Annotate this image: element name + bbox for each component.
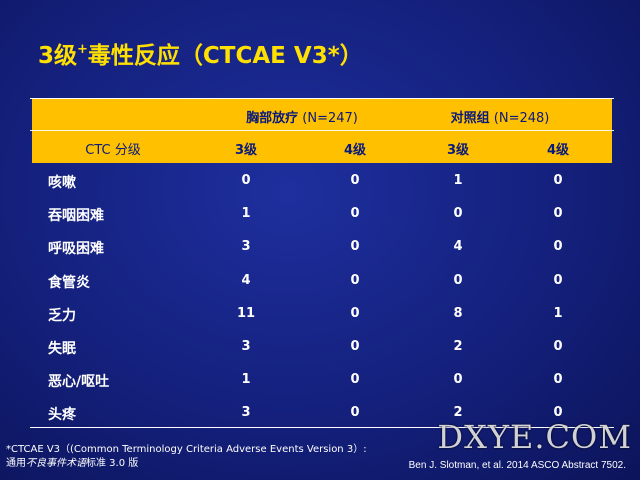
citation: Ben J. Slotman, et al. 2014 ASCO Abstrac… [408,460,626,471]
row-label: 恶心/呕吐 [48,374,110,390]
title-rest: 毒性反应（CTCAE V3*） [87,43,363,69]
row-label: 乏力 [48,308,76,324]
table-cell: 0 [350,372,360,387]
footnote-line-2: 通用不良事件术语标准 3.0 版 [6,458,139,469]
table-cell: 11 [236,306,256,321]
header-divider [30,130,614,131]
table-cell: 0 [350,306,360,321]
table-cell: 1 [553,306,563,321]
table-cell: 0 [453,372,463,387]
table-cell: 0 [350,206,360,221]
table-cell: 3 [241,239,251,254]
row-label: 吞咽困难 [48,208,104,224]
table-cell: 2 [453,339,463,354]
table-header-band [32,99,612,163]
footnote-line-1: *CTCAE V3（(Common Terminology Criteria A… [6,444,367,455]
table-cell: 0 [553,206,563,221]
row-label: 呼吸困难 [48,241,104,257]
watermark-logo: DXYE.COM [437,418,632,456]
group-header-control: 对照组 (N=248) [450,111,550,126]
row-label: 咳嗽 [48,175,76,191]
grade-column-header: 4级 [343,143,367,158]
table-cell: 0 [350,173,360,188]
table-bottom-rule [30,427,614,428]
grade-column-header: 4级 [546,143,570,158]
table-cell: 3 [241,405,251,420]
grade-column-header: 3级 [446,143,470,158]
title-main: 3级 [38,43,78,69]
table-cell: 0 [453,206,463,221]
table-cell: 0 [553,173,563,188]
table-cell: 0 [350,405,360,420]
table-cell: 0 [553,372,563,387]
table-cell: 0 [350,239,360,254]
table-cell: 4 [453,239,463,254]
group-header-radiotherapy: 胸部放疗 (N=247) [246,111,358,126]
table-cell: 4 [241,273,251,288]
footnote: *CTCAE V3（(Common Terminology Criteria A… [6,443,367,471]
row-label: 食管炎 [48,275,90,291]
row-label: 失眠 [48,341,76,357]
table-cell: 0 [241,173,251,188]
table-cell: 0 [350,339,360,354]
table-top-rule [30,98,614,99]
table-cell: 1 [453,173,463,188]
table-cell: 0 [553,273,563,288]
table-cell: 1 [241,372,251,387]
table-cell: 8 [453,306,463,321]
grade-header: CTC 分级 [85,143,141,158]
table-cell: 3 [241,339,251,354]
title-superscript: + [77,42,88,57]
table-cell: 0 [453,273,463,288]
table-cell: 0 [553,405,563,420]
grade-column-header: 3级 [234,143,258,158]
slide-title: 3级+毒性反应（CTCAE V3*） [38,36,363,70]
row-label: 头疼 [48,407,76,423]
table-cell: 0 [553,339,563,354]
table-cell: 0 [553,239,563,254]
table-cell: 1 [241,206,251,221]
table-cell: 2 [453,405,463,420]
table-cell: 0 [350,273,360,288]
